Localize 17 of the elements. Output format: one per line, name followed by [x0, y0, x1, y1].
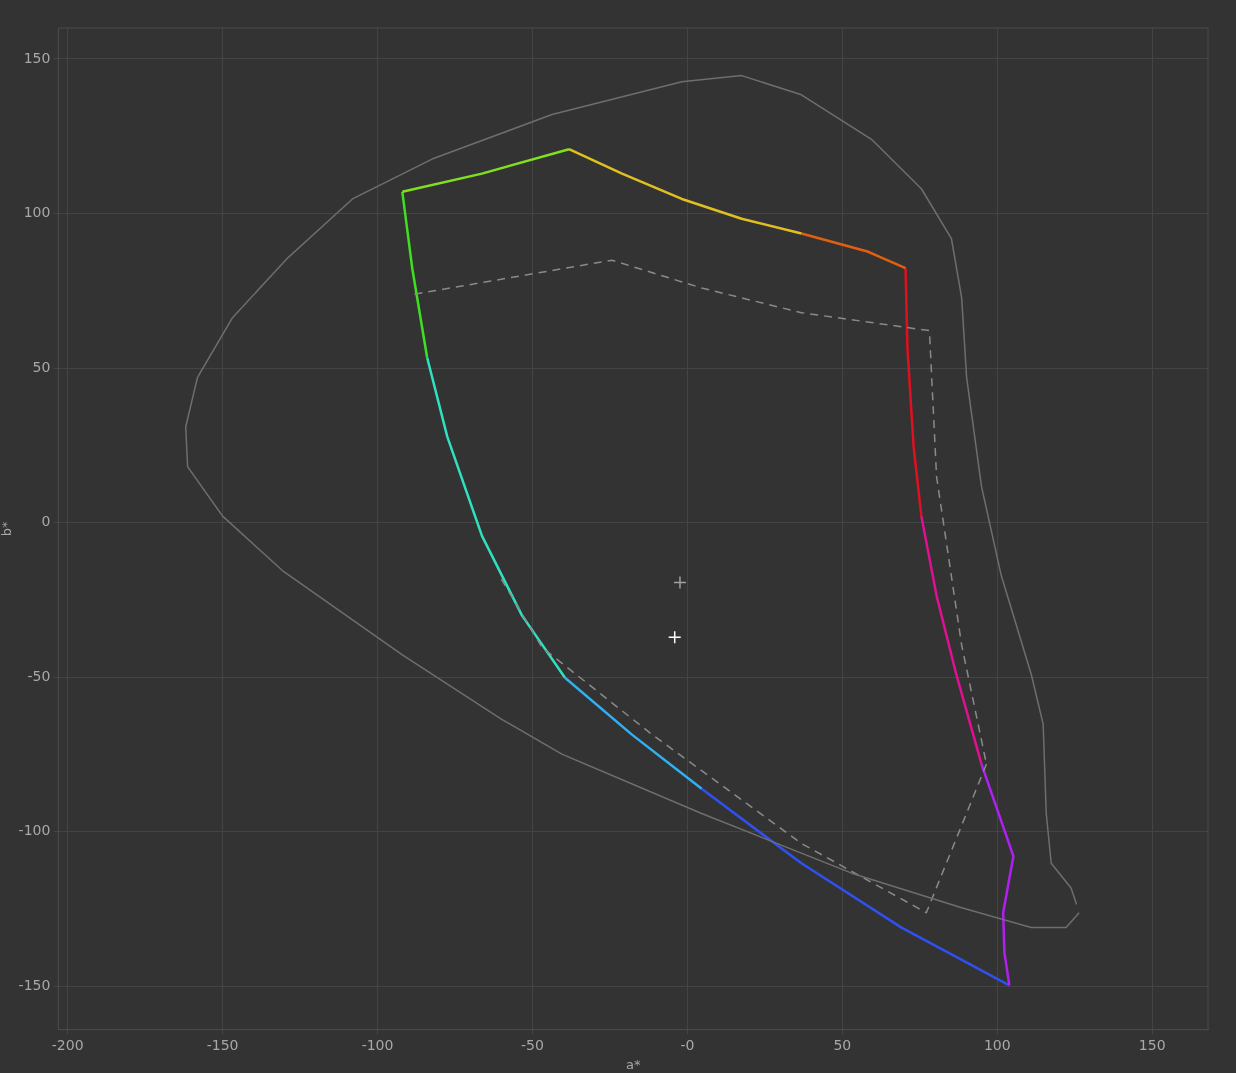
x-tick-label: 50	[833, 1036, 852, 1053]
y-axis-title: b*	[0, 520, 15, 537]
y-tick-label: 100	[23, 204, 51, 221]
x-tick-label: 150	[1138, 1036, 1166, 1053]
y-tick-label: 50	[32, 358, 51, 375]
y-tick-label: -100	[18, 822, 51, 839]
x-tick-label: 100	[983, 1036, 1011, 1053]
x-tick-label: -100	[361, 1036, 394, 1053]
y-tick-label: 0	[41, 513, 51, 530]
x-axis-title: a*	[625, 1056, 641, 1072]
y-tick-label: 150	[23, 49, 51, 66]
y-tick-label: -150	[18, 976, 51, 993]
x-tick-label: -0	[680, 1036, 695, 1053]
x-tick-label: -200	[51, 1036, 84, 1053]
x-tick-label: -150	[206, 1036, 239, 1053]
y-tick-label: -50	[27, 667, 51, 684]
x-tick-label: -50	[521, 1036, 544, 1053]
